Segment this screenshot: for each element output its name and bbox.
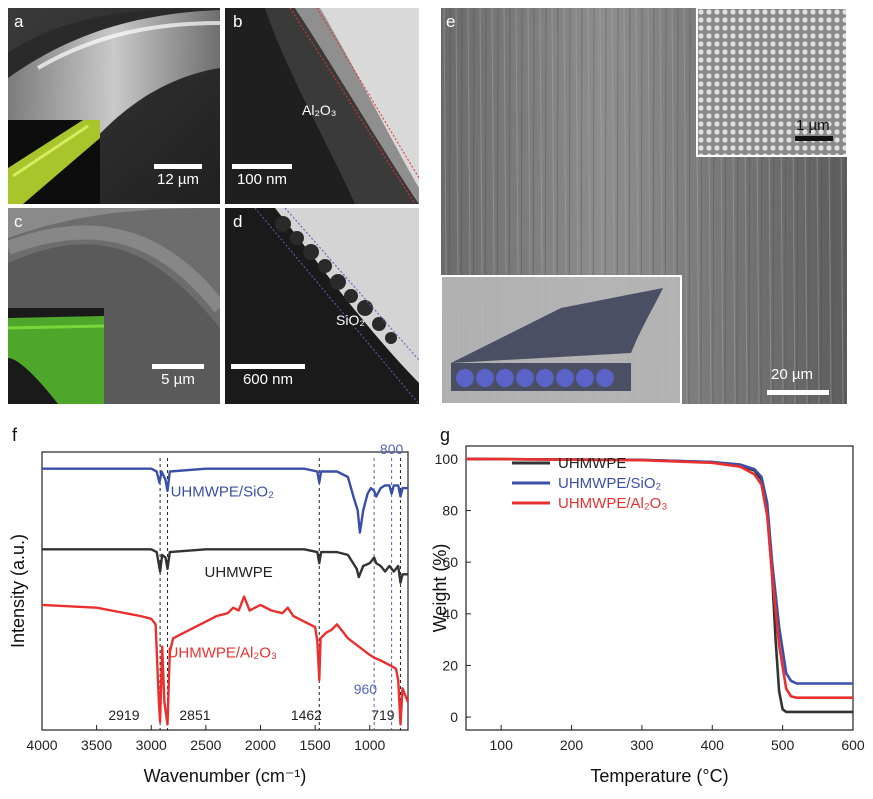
chart-g-xtick-label: 600 xyxy=(841,737,865,753)
chart-g-ylabel: Weight (%) xyxy=(430,544,450,633)
chart-g-series-line xyxy=(465,457,853,699)
panel-a-label: a xyxy=(14,12,24,31)
chart-g-xlabel: Temperature (°C) xyxy=(590,766,728,786)
panel-b-scalebar: 100 nm xyxy=(228,164,296,188)
chart-f-peak-label: 800 xyxy=(380,441,404,457)
panel-b-scale-text: 100 nm xyxy=(236,171,288,188)
chart-f-peak-label: 2851 xyxy=(179,707,210,723)
panel-g-label: g xyxy=(440,425,451,445)
chart-g-ytick-label: 20 xyxy=(442,657,458,673)
panel-a-sem-image xyxy=(8,8,220,204)
panel-c-scale-text: 5 µm xyxy=(161,371,195,388)
chart-f-series-label: UHMWPE/Al₂O₃ xyxy=(168,645,277,662)
chart-g-legend-label: UHMWPE/SiO₂ xyxy=(558,475,662,492)
panel-d-scalebar: 600 nm xyxy=(228,364,308,388)
panel-d-graphic xyxy=(225,208,419,404)
panel-d-scale-text: 600 nm xyxy=(242,371,294,388)
chart-g-series-line xyxy=(465,457,853,714)
panel-e-inset-scale-text: 1 µm xyxy=(796,117,830,134)
chart-g-ytick-label: 0 xyxy=(450,709,458,725)
panel-b-label: b xyxy=(233,12,243,31)
chart-f-xlabel: Wavenumber (cm⁻¹) xyxy=(144,766,307,786)
chart-g-ytick-label: 80 xyxy=(442,503,458,519)
chart-f-series-label: UHMWPE/SiO₂ xyxy=(171,483,275,500)
panel-c-scalebar: 5 µm xyxy=(148,364,208,388)
panel-e-label: e xyxy=(446,12,456,31)
panel-a-scalebar: 12 µm xyxy=(148,164,208,188)
chart-f-xtick-label: 1000 xyxy=(354,737,385,753)
chart-g-ytick-label: 40 xyxy=(442,606,458,622)
panel-e-graphic xyxy=(441,8,847,404)
chart-g-xtick-label: 100 xyxy=(490,737,514,753)
chart-f-peak-label: 960 xyxy=(354,681,378,697)
chart-g-ytick-label: 60 xyxy=(442,554,458,570)
panel-f-label: f xyxy=(12,425,18,445)
chart-g-xtick-label: 500 xyxy=(771,737,795,753)
chart-f-xtick-label: 2000 xyxy=(245,737,276,753)
chart-f-series-line xyxy=(42,467,408,534)
panel-b-annotation: Al₂O₃ xyxy=(302,102,337,118)
chart-g-legend-label: UHMWPE xyxy=(558,455,626,472)
chart-g-series-line xyxy=(465,457,853,685)
chart-f-ylabel: Intensity (a.u.) xyxy=(8,534,28,648)
panel-b-graphic xyxy=(225,8,419,204)
chart-f-peak-label: 2919 xyxy=(108,707,139,723)
chart-f-series-line xyxy=(41,595,410,726)
panel-e-sem-image xyxy=(441,8,847,404)
chart-f-peak-label: 719 xyxy=(371,707,395,723)
panel-d-annotation: SiO₂ xyxy=(336,312,365,328)
chart-f-xtick-label: 2500 xyxy=(190,737,221,753)
chart-f-xtick-label: 3000 xyxy=(136,737,167,753)
panel-d-tem-image xyxy=(225,208,419,404)
chart-g-xtick-label: 300 xyxy=(630,737,654,753)
chart-f-series-label: UHMWPE xyxy=(204,564,272,581)
chart-g-legend-label: UHMWPE/Al₂O₃ xyxy=(558,495,667,512)
chart-f-series-line xyxy=(42,548,408,584)
chart-f-xtick-label: 3500 xyxy=(81,737,112,753)
panel-e-scale-text: 20 µm xyxy=(771,366,813,383)
chart-g-ytick-label: 100 xyxy=(435,451,459,467)
chart-g-xtick-label: 400 xyxy=(701,737,725,753)
panel-b-tem-image xyxy=(225,8,419,204)
chart-g-frame xyxy=(465,445,854,731)
panel-c-label: c xyxy=(14,212,23,231)
panel-a-graphic xyxy=(8,8,220,204)
chart-f-xtick-label: 4000 xyxy=(26,737,57,753)
chart-f-xtick-label: 1500 xyxy=(300,737,331,753)
panel-a-scale-text: 12 µm xyxy=(157,171,199,188)
chart-f-peak-label: 1462 xyxy=(291,707,322,723)
chart-g-xtick-label: 200 xyxy=(560,737,584,753)
chart-f-frame xyxy=(41,451,409,731)
panel-d-label: d xyxy=(233,212,243,231)
